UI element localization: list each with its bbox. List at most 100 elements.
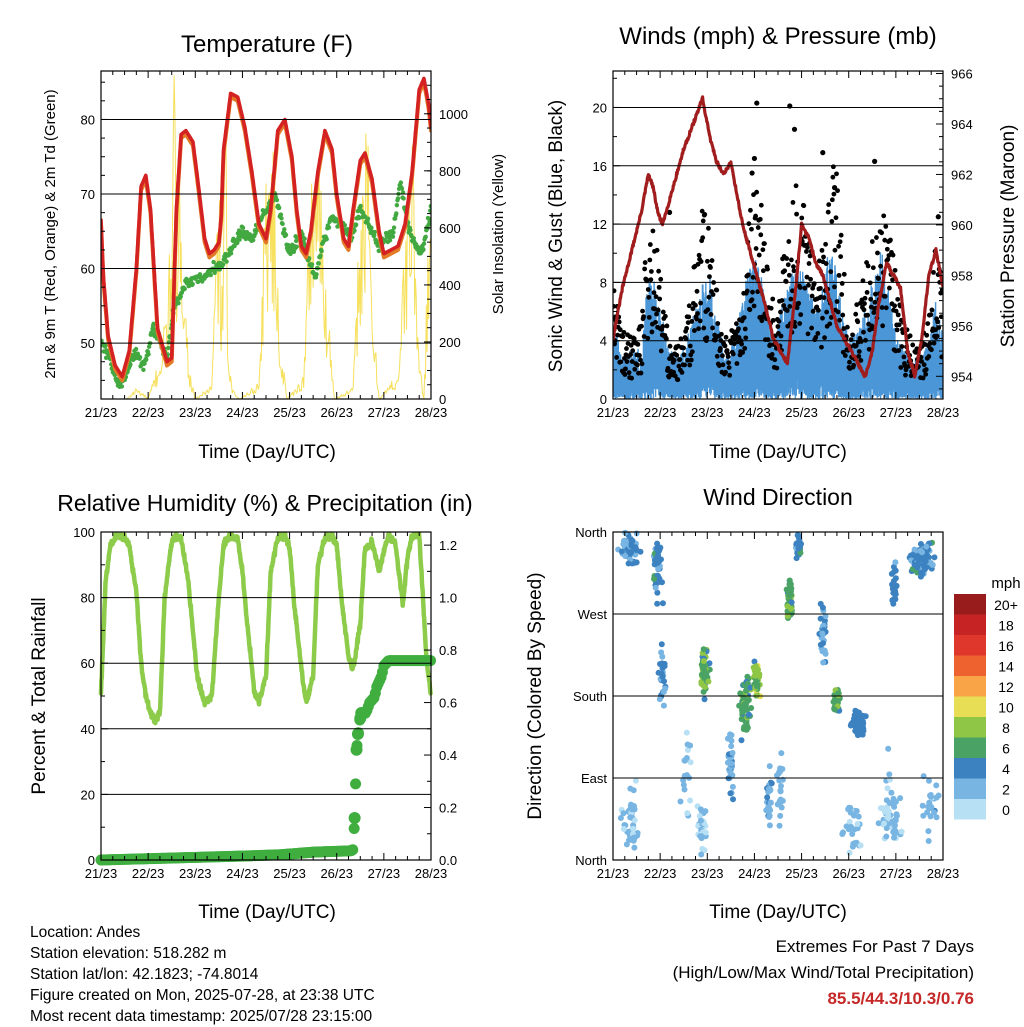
dewpoint-point [391, 230, 396, 235]
gust-point [664, 323, 670, 329]
x-tick-label: 23/23 [179, 405, 212, 420]
gust-point [788, 296, 794, 302]
gust-point [923, 371, 929, 377]
gust-point [645, 335, 651, 341]
gust-point [710, 325, 715, 331]
gust-point [700, 218, 706, 224]
dewpoint-point [394, 211, 399, 216]
gust-point [760, 247, 766, 253]
direction-point [898, 828, 905, 835]
direction-point [751, 658, 758, 665]
gust-point [797, 285, 803, 290]
gust-point [714, 353, 720, 359]
direction-point [776, 822, 783, 829]
direction-point [929, 561, 936, 568]
direction-point [788, 599, 795, 606]
direction-point [890, 801, 897, 808]
gust-point [672, 373, 678, 379]
direction-point [698, 851, 705, 858]
gust-point [856, 349, 862, 354]
direction-point [931, 554, 938, 561]
legend-label: 2 [1002, 782, 1010, 798]
direction-point [630, 825, 637, 832]
gust-point [694, 288, 700, 294]
gust-point [828, 269, 834, 275]
gust-point [865, 263, 871, 269]
gust-point [861, 307, 867, 313]
direction-point [819, 630, 826, 637]
gust-point [927, 341, 933, 346]
direction-point [681, 757, 688, 764]
direction-point [729, 749, 736, 756]
gust-point [790, 200, 796, 205]
gust-point [848, 337, 854, 343]
gust-point [919, 358, 924, 364]
gust-point [880, 323, 886, 329]
dewpoint-point [103, 343, 108, 348]
direction-point [658, 649, 665, 656]
direction-point [785, 588, 792, 595]
gust-point [647, 242, 653, 247]
x-tick-label: 23/23 [179, 866, 212, 881]
x-tick-label: 23/23 [691, 866, 724, 881]
direction-point [881, 820, 888, 827]
x-tick-label: 23/23 [691, 405, 724, 420]
direction-point [855, 710, 862, 717]
direction-point [883, 825, 890, 832]
direction-point [897, 795, 904, 802]
direction-point [764, 794, 771, 801]
gust-point [821, 295, 827, 301]
gust-point [718, 331, 724, 337]
gust-point [641, 334, 647, 339]
direction-point [846, 818, 853, 825]
direction-point [853, 807, 860, 814]
direction-point [920, 812, 927, 819]
legend-swatch [954, 696, 986, 717]
gust-point [864, 289, 870, 295]
legend-label: 8 [1002, 720, 1010, 736]
gust-point [796, 300, 802, 306]
gust-point [635, 341, 641, 347]
direction-point [893, 582, 900, 589]
gust-point [881, 213, 887, 219]
direction-point [850, 812, 857, 819]
direction-point [919, 802, 926, 809]
dewpoint-point [278, 212, 284, 217]
gust-point [624, 359, 630, 364]
direction-point [917, 547, 924, 554]
gust-point [790, 288, 795, 294]
gust-point [929, 347, 934, 353]
gust-point [622, 372, 628, 377]
gust-point [885, 256, 891, 262]
x-tick-label: 24/23 [738, 866, 771, 881]
gust-point [836, 272, 842, 278]
gust-point [866, 346, 872, 352]
y-tick-label: North [575, 853, 607, 868]
gust-point [878, 263, 883, 269]
direction-point [658, 670, 665, 677]
gust-point [820, 150, 826, 156]
dewpoint-point [319, 248, 324, 254]
direction-point [853, 724, 860, 731]
gust-point [727, 372, 733, 378]
station-latlon: Station lat/lon: 42.1823; -74.8014 [30, 966, 259, 983]
gust-point [895, 312, 901, 318]
gust-point [759, 318, 765, 324]
gust-point [903, 367, 909, 373]
direction-point [700, 646, 707, 653]
direction-point [777, 787, 784, 794]
direction-point [777, 782, 784, 789]
dewpoint-point [372, 229, 378, 235]
dewpoint-point [324, 237, 329, 242]
dewpoint-point [394, 202, 400, 208]
temperature-title: Temperature (F) [181, 31, 353, 58]
direction-point [681, 786, 688, 793]
legend-title: mph [991, 575, 1020, 592]
gust-point [749, 170, 755, 176]
speed-color-legend: mph 20+ 18 16 14 12 10 8 6 4 2 0 [954, 575, 1021, 820]
gust-point [869, 239, 875, 244]
direction-point [700, 688, 707, 695]
gust-point [823, 241, 829, 247]
y2-tick-label: 962 [951, 167, 973, 182]
gust-point [698, 259, 704, 264]
